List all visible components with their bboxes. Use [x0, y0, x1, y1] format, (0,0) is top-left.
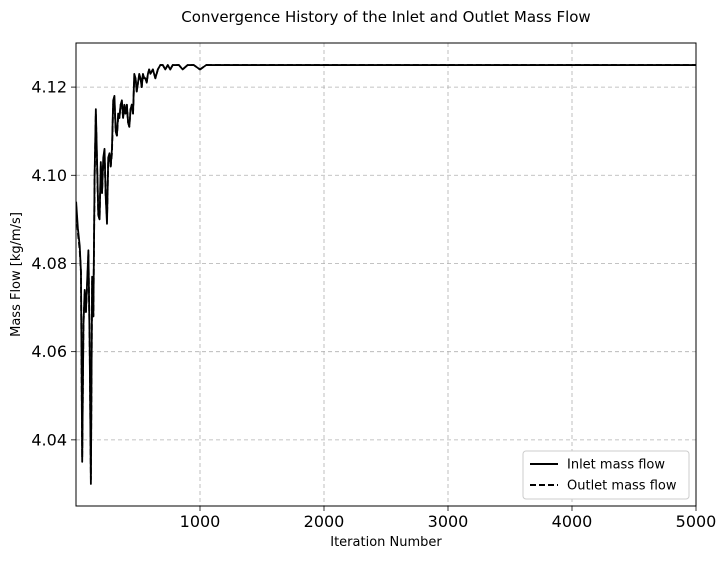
x-tick-label: 5000: [676, 512, 717, 531]
grid-lines: [76, 43, 697, 506]
legend: Inlet mass flow Outlet mass flow: [522, 450, 690, 500]
x-tick-label: 4000: [552, 512, 593, 531]
chart-title: Convergence History of the Inlet and Out…: [181, 8, 590, 26]
y-tick-label: 4.10: [31, 166, 67, 185]
y-axis-label: Mass Flow [kg/m/s]: [9, 212, 24, 337]
legend-box: [522, 450, 690, 500]
y-tick-label: 4.06: [31, 342, 67, 361]
series-line-outlet: [76, 64, 696, 481]
x-tick-label: 1000: [180, 512, 221, 531]
x-axis-label: Iteration Number: [330, 535, 442, 550]
axis-ticks: 1000 2000 3000 4000 5000 4.04 4.06 4.08 4.10 4.12: [31, 78, 716, 531]
series-lines: [76, 64, 696, 485]
y-tick-label: 4.04: [31, 430, 67, 449]
legend-label-outlet: Outlet mass flow: [567, 479, 677, 494]
plot-area-frame: [75, 42, 697, 507]
series-line-inlet: [76, 64, 696, 485]
x-tick-label: 3000: [428, 512, 469, 531]
y-tick-label: 4.08: [31, 254, 67, 273]
x-tick-label: 2000: [304, 512, 345, 531]
legend-label-inlet: Inlet mass flow: [567, 458, 665, 473]
y-tick-label: 4.12: [31, 78, 67, 97]
